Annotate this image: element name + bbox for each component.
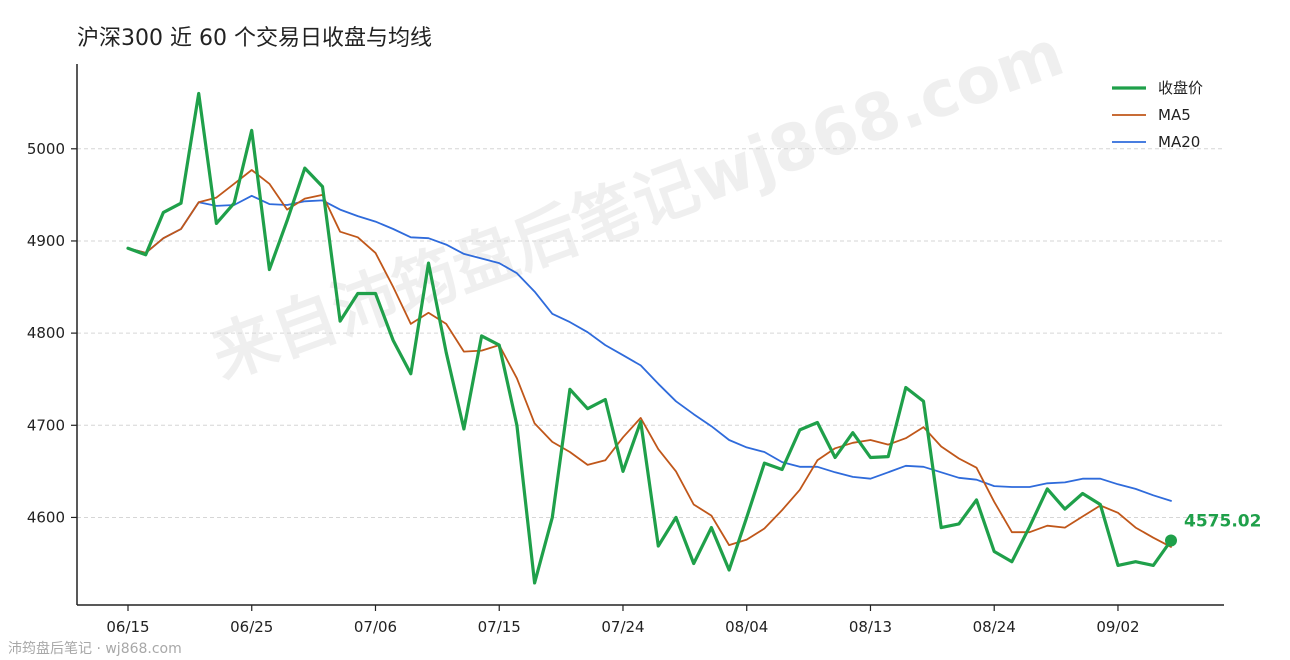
legend-label: MA5 [1158,106,1191,124]
x-tick-label: 06/25 [230,618,273,636]
x-tick-label: 07/06 [354,618,397,636]
y-tick-label: 5000 [27,140,65,158]
last-point-marker [1165,534,1177,547]
x-tick-label: 08/24 [973,618,1016,636]
x-tick-label: 07/15 [478,618,521,636]
legend-label: MA20 [1158,133,1200,151]
y-ticks: 4600 4700 4800 4900 5000 [27,140,77,526]
footer-credit: 沛筠盘后笔记 · wj868.com [8,640,182,657]
x-tick-label: 09/02 [1096,618,1139,636]
y-tick-label: 4900 [27,232,65,250]
x-tick-label: 07/24 [601,618,644,636]
legend: 收盘价 MA5 MA20 [1112,79,1203,151]
y-tick-label: 4600 [27,508,65,526]
y-tick-label: 4800 [27,324,65,342]
series-line [127,169,1172,548]
x-tick-label: 08/13 [849,618,892,636]
y-tick-label: 4700 [27,416,65,434]
chart-title: 沪深300 近 60 个交易日收盘与均线 [77,26,432,51]
x-tick-label: 08/04 [725,618,768,636]
series-line [126,91,1173,585]
x-ticks: 06/15 06/25 07/06 07/15 07/24 08/04 08/13 08/24… [106,605,1140,636]
series-line [127,194,1172,502]
x-tick-label: 06/15 [106,618,149,636]
series: 4575.02 [126,91,1261,585]
axes [76,64,1224,606]
legend-label: 收盘价 [1158,79,1203,97]
last-value-label: 4575.02 [1184,511,1261,531]
